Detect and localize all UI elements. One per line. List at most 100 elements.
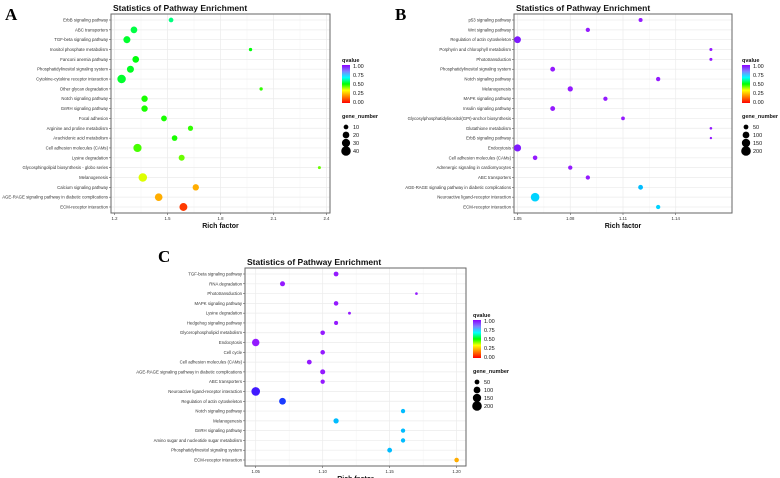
pathway-label: Focal adhesion <box>79 116 109 121</box>
x-axis-label: Rich factor <box>605 223 642 230</box>
size-legend-label: 10 <box>353 125 359 131</box>
x-tick-label: 1.11 <box>619 216 628 221</box>
qvalue-tick-label: 0.50 <box>753 82 764 88</box>
pathway-label: Lysine degradation <box>206 311 243 316</box>
size-legend-dot <box>741 138 751 148</box>
data-point <box>138 173 148 182</box>
data-point <box>130 26 138 34</box>
pathway-label: Endocytosis <box>488 145 511 150</box>
data-point <box>320 369 326 375</box>
data-point <box>333 418 339 424</box>
pathway-label: AGE-RAGE signaling pathway in diabetic c… <box>405 185 511 190</box>
pathway-label: Phosphatidylinositol signaling system <box>171 448 242 453</box>
size-legend-dot <box>343 124 349 130</box>
data-point <box>333 301 339 306</box>
x-tick-label: 1.05 <box>252 469 261 474</box>
pathway-label: ABC transporters <box>209 379 242 384</box>
chart-title: Statistics of Pathway Enrichment <box>113 3 247 13</box>
qvalue-tick-label: 0.25 <box>753 91 764 97</box>
gene-number-legend-title: gene_number <box>742 114 779 120</box>
size-legend-label: 50 <box>753 125 759 131</box>
pathway-label: Cell cycle <box>224 350 243 355</box>
data-point <box>709 57 713 61</box>
data-point <box>179 203 188 211</box>
data-point <box>187 125 194 131</box>
data-point <box>400 428 406 433</box>
data-point <box>251 387 261 396</box>
data-point <box>141 105 148 112</box>
x-tick-label: 1.20 <box>452 469 461 474</box>
data-point <box>279 281 286 287</box>
data-point <box>550 66 556 72</box>
data-point <box>306 359 312 365</box>
pathway-label: TGF-beta signaling pathway <box>54 37 109 42</box>
pathway-label: MAPK signaling pathway <box>194 301 242 306</box>
size-legend-dot <box>472 393 482 403</box>
size-legend-label: 150 <box>484 396 493 402</box>
pathway-label: Notch signaling pathway <box>464 77 511 82</box>
data-point <box>178 154 185 161</box>
x-axis-label: Rich factor <box>202 223 239 230</box>
x-axis-label: Rich factor <box>337 476 374 478</box>
x-tick-label: 1.10 <box>318 469 327 474</box>
data-point <box>259 87 263 91</box>
pathway-label: ErbB signaling pathway <box>466 136 512 141</box>
qvalue-tick-label: 0.00 <box>353 100 364 106</box>
data-point <box>161 115 167 122</box>
size-legend-label: 150 <box>753 141 762 147</box>
size-legend-label: 50 <box>484 380 490 386</box>
pathway-label: Inositol phosphate metabolism <box>50 47 108 52</box>
pathway-label: MAPK signaling pathway <box>463 96 511 101</box>
data-point <box>334 320 339 325</box>
data-point <box>709 136 713 140</box>
panel-letter: A <box>5 5 18 24</box>
pathway-label: Endocytosis <box>219 340 242 345</box>
size-legend-label: 30 <box>353 141 359 147</box>
pathway-label: GnRH signaling pathway <box>61 106 109 111</box>
size-legend-label: 200 <box>753 149 762 155</box>
x-tick-label: 1.15 <box>385 469 394 474</box>
pathway-label: Fanconi anemia pathway <box>60 57 109 62</box>
qvalue-tick-label: 1.00 <box>353 64 364 70</box>
qvalue-tick-label: 0.75 <box>753 73 764 79</box>
gene-number-legend-title: gene_number <box>473 369 510 375</box>
pathway-label: ECM-receptor interaction <box>194 458 242 463</box>
pathway-label: ABC transporters <box>478 175 511 180</box>
pathway-label: Regulation of actin cytoskeleton <box>181 399 242 404</box>
size-legend-label: 100 <box>753 133 762 139</box>
chart-title: Statistics of Pathway Enrichment <box>247 257 381 267</box>
data-point <box>638 17 643 23</box>
data-point <box>621 116 625 121</box>
x-tick-label: 1.14 <box>672 216 681 221</box>
size-legend-dot <box>474 379 480 385</box>
data-point <box>638 184 643 190</box>
pathway-label: Calcium signaling pathway <box>57 185 109 190</box>
x-tick-label: 1.8 <box>218 216 225 221</box>
pathway-label: Glycosylphosphatidylinositol(GPI)-anchor… <box>408 116 511 121</box>
data-point <box>154 193 163 201</box>
x-tick-label: 1.08 <box>566 216 575 221</box>
pathway-label: ECM-receptor interaction <box>463 205 511 210</box>
qvalue-tick-label: 0.75 <box>353 73 364 79</box>
pathway-label: Regulation of actin cytoskeleton <box>450 37 511 42</box>
qvalue-tick-label: 0.50 <box>353 82 364 88</box>
pathway-label: ErbB signaling pathway <box>63 18 109 23</box>
data-point <box>123 36 131 44</box>
data-point <box>709 48 713 52</box>
data-point <box>387 447 393 453</box>
data-point <box>585 175 590 180</box>
data-point <box>454 457 459 463</box>
pathway-label: AGE-RAGE signaling pathway in diabetic c… <box>2 195 108 200</box>
x-tick-label: 1.05 <box>513 216 522 221</box>
qvalue-tick-label: 0.75 <box>484 328 495 334</box>
pathway-label: Neuroactive ligand-receptor interaction <box>437 195 511 200</box>
pathway-label: Melanogenesis <box>213 418 242 423</box>
data-point <box>251 338 260 347</box>
data-point <box>348 311 351 315</box>
data-point <box>168 17 174 23</box>
panel-b: B Statistics of Pathway Enrichment 1.05 1.0… <box>395 3 779 230</box>
data-point <box>248 47 253 52</box>
data-point <box>415 292 418 295</box>
pathway-label: Phosphatidylinositol signaling system <box>440 67 511 72</box>
pathway-label: Melanogenesis <box>482 86 511 91</box>
